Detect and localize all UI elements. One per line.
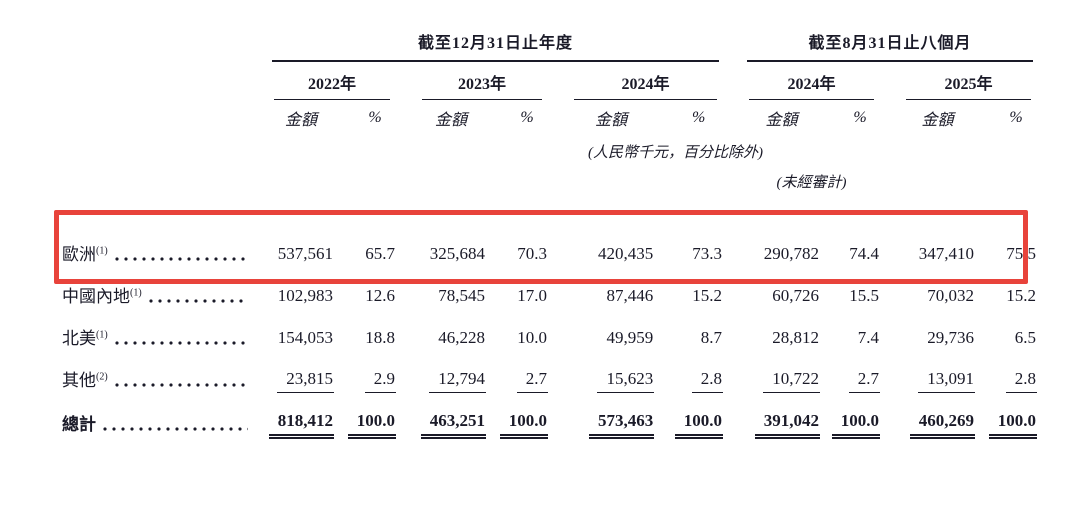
cell-value: 7.4 bbox=[857, 327, 879, 347]
cell-value: 2.7 bbox=[830, 360, 890, 402]
cell-value: 100.0 bbox=[496, 402, 558, 448]
cell-value: 154,053 bbox=[277, 327, 333, 347]
row-north-america: 北美(1) 154,053 18.8 46,228 10.0 49,959 8.… bbox=[56, 318, 1047, 360]
revenue-by-region-table: 截至12月31日止年度 截至8月31日止八個月 2022年 2023年 2024… bbox=[56, 22, 1047, 448]
dot-leader bbox=[103, 427, 248, 432]
year-header-2024-interim: 2024年 bbox=[733, 62, 890, 100]
cell-value: 420,435 bbox=[597, 243, 654, 263]
percent-header: % bbox=[368, 109, 382, 126]
cell-value: 12,794 bbox=[406, 360, 496, 402]
unaudited-note-row: (未經審計) bbox=[56, 166, 1047, 196]
cell-value: 460,269 bbox=[890, 402, 985, 448]
percent-header: % bbox=[853, 109, 867, 126]
cell-value: 74.4 bbox=[849, 243, 879, 263]
cell-value: 60,726 bbox=[772, 285, 819, 305]
cell-value: 12.6 bbox=[365, 285, 395, 305]
footnote-superscript: (1) bbox=[96, 245, 108, 256]
units-note: (人民幣千元，百分比除外) bbox=[588, 144, 763, 161]
amount-header: 金額 bbox=[284, 112, 317, 129]
cell-value: 6.5 bbox=[1014, 327, 1036, 347]
row-label: 其他(2) bbox=[62, 370, 108, 390]
cell-value: 537,561 bbox=[277, 243, 333, 263]
dot-leader bbox=[114, 341, 248, 346]
year-header-2022: 2022年 bbox=[258, 62, 406, 100]
cell-value: 2.8 bbox=[985, 360, 1047, 402]
cell-value: 2.9 bbox=[344, 360, 406, 402]
footnote-superscript: (1) bbox=[96, 329, 108, 340]
cell-value: 17.0 bbox=[517, 285, 547, 305]
dot-leader bbox=[148, 299, 248, 304]
cell-value: 29,736 bbox=[927, 327, 974, 347]
row-europe: 歐洲(1) 537,561 65.7 325,684 70.3 420,435 … bbox=[56, 234, 1047, 276]
cell-value: 818,412 bbox=[258, 402, 344, 448]
year-header-2025-interim: 2025年 bbox=[890, 62, 1047, 100]
dot-leader bbox=[114, 383, 248, 388]
cell-value: 100.0 bbox=[830, 402, 890, 448]
cell-value: 78,545 bbox=[438, 285, 485, 305]
footnote-superscript: (1) bbox=[130, 287, 142, 298]
units-note-row: (人民幣千元，百分比除外) bbox=[56, 136, 1047, 166]
cell-value: 15.2 bbox=[692, 285, 722, 305]
cell-value: 46,228 bbox=[438, 327, 485, 347]
row-label: 歐洲(1) bbox=[62, 244, 108, 264]
row-label: 北美(1) bbox=[62, 328, 108, 348]
cell-value: 100.0 bbox=[985, 402, 1047, 448]
group-header-interim-title: 截至8月31日止八個月 bbox=[747, 29, 1033, 62]
row-label: 中國內地(1) bbox=[62, 286, 142, 306]
amount-header: 金額 bbox=[595, 112, 628, 129]
cell-value: 347,410 bbox=[918, 243, 974, 263]
group-header-annual: 截至12月31日止年度 bbox=[258, 22, 733, 62]
year-header-2023: 2023年 bbox=[406, 62, 558, 100]
cell-value: 23,815 bbox=[258, 360, 344, 402]
row-china-mainland: 中國內地(1) 102,983 12.6 78,545 17.0 87,446 … bbox=[56, 276, 1047, 318]
cell-value: 2.8 bbox=[664, 360, 733, 402]
percent-header: % bbox=[691, 109, 706, 126]
cell-value: 70,032 bbox=[927, 285, 974, 305]
group-header-row: 截至12月31日止年度 截至8月31日止八個月 bbox=[56, 22, 1047, 62]
cell-value: 13,091 bbox=[890, 360, 985, 402]
cell-value: 87,446 bbox=[606, 285, 654, 305]
cell-value: 8.7 bbox=[700, 327, 722, 347]
subheader-row: 金額 % 金額 % 金額 % 金額 % 金額 % bbox=[56, 100, 1047, 136]
cell-value: 100.0 bbox=[344, 402, 406, 448]
cell-value: 102,983 bbox=[277, 285, 333, 305]
cell-value: 391,042 bbox=[733, 402, 830, 448]
cell-value: 325,684 bbox=[429, 243, 485, 263]
cell-value: 2.7 bbox=[496, 360, 558, 402]
year-header-row: 2022年 2023年 2024年 2024年 2025年 bbox=[56, 62, 1047, 100]
cell-value: 28,812 bbox=[772, 327, 819, 347]
cell-value: 15,623 bbox=[558, 360, 664, 402]
row-total: 總計 818,412 100.0 463,251 100.0 573,463 1… bbox=[56, 402, 1047, 448]
cell-value: 10,722 bbox=[733, 360, 830, 402]
cell-value: 100.0 bbox=[664, 402, 733, 448]
amount-header: 金額 bbox=[765, 112, 798, 129]
row-label: 總計 bbox=[62, 414, 96, 434]
cell-value: 463,251 bbox=[406, 402, 496, 448]
cell-value: 70.3 bbox=[517, 243, 547, 263]
amount-header: 金額 bbox=[434, 112, 467, 129]
year-header-2024: 2024年 bbox=[558, 62, 733, 100]
cell-value: 49,959 bbox=[606, 327, 654, 347]
percent-header: % bbox=[1009, 109, 1023, 126]
cell-value: 18.8 bbox=[365, 327, 395, 347]
footnote-superscript: (2) bbox=[96, 371, 108, 382]
amount-header: 金額 bbox=[921, 112, 954, 129]
cell-value: 73.3 bbox=[692, 243, 722, 263]
percent-header: % bbox=[520, 109, 534, 126]
row-others: 其他(2) 23,815 2.9 12,794 2.7 15,623 2.8 1… bbox=[56, 360, 1047, 402]
group-header-interim: 截至8月31日止八個月 bbox=[733, 22, 1047, 62]
spacer-row bbox=[56, 196, 1047, 234]
unaudited-note: (未經審計) bbox=[776, 174, 847, 191]
cell-value: 15.5 bbox=[849, 285, 879, 305]
label-column-spacer bbox=[56, 22, 258, 62]
cell-value: 573,463 bbox=[558, 402, 664, 448]
group-header-annual-title: 截至12月31日止年度 bbox=[272, 29, 719, 62]
cell-value: 290,782 bbox=[763, 243, 819, 263]
cell-value: 10.0 bbox=[517, 327, 547, 347]
cell-value: 15.2 bbox=[1006, 285, 1036, 305]
cell-value: 65.7 bbox=[365, 243, 395, 263]
dot-leader bbox=[114, 257, 248, 262]
cell-value: 75.5 bbox=[1006, 243, 1036, 263]
